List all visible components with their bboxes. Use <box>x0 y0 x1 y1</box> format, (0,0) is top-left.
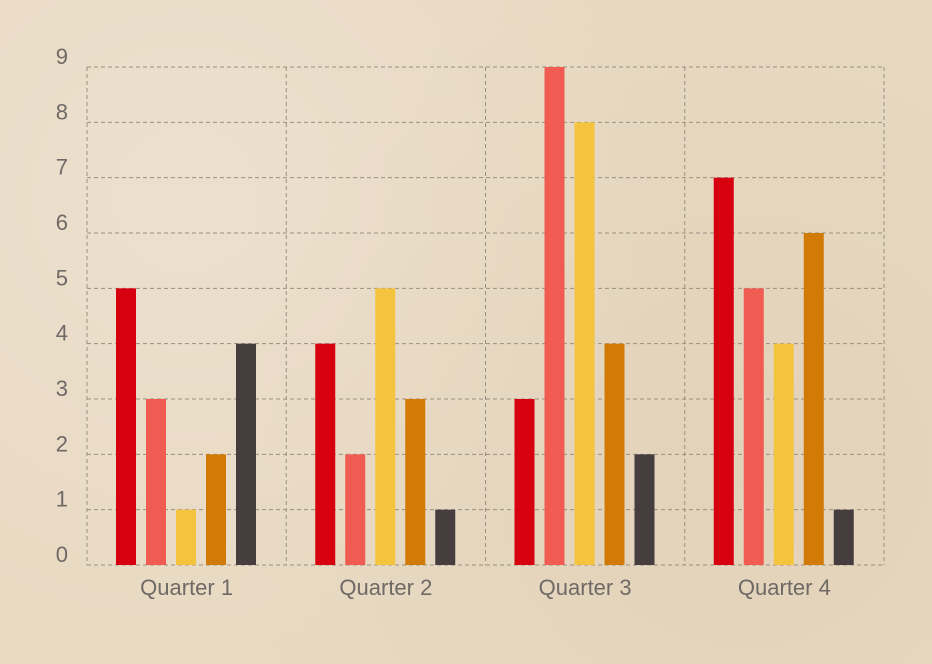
bar-quarter-1-series-2 <box>146 399 166 565</box>
bar-quarter-3-series-1 <box>514 399 535 565</box>
y-tick-label: 3 <box>56 376 68 401</box>
bar-quarter-4-series-1 <box>713 177 734 565</box>
bar-quarter-4-series-3 <box>773 343 794 565</box>
x-category-label: Quarter 4 <box>738 575 831 600</box>
labels-layer: 0 1 2 3 4 5 6 7 8 9 Quarter 1 Quarter 2 Quarter 3 Qua… <box>56 44 831 600</box>
y-tick-label: 4 <box>56 321 68 346</box>
x-category-label: Quarter 2 <box>339 575 432 600</box>
bar-quarter-2-series-3 <box>375 288 396 565</box>
y-tick-label: 8 <box>56 99 68 124</box>
bars-layer <box>116 67 854 565</box>
bar-quarter-2-series-4 <box>405 399 426 565</box>
bar-quarter-2-series-1 <box>315 343 336 565</box>
bar-quarter-3-series-3 <box>574 122 595 565</box>
x-category-label: Quarter 3 <box>539 575 632 600</box>
bar-quarter-3-series-4 <box>604 343 625 565</box>
bar-quarter-4-series-4 <box>803 233 824 565</box>
y-tick-label: 2 <box>56 431 68 456</box>
bar-quarter-2-series-5 <box>435 509 456 565</box>
y-tick-label: 5 <box>56 265 68 290</box>
bar-quarter-2-series-2 <box>345 454 366 565</box>
grid-layer <box>86 66 885 566</box>
y-tick-label: 9 <box>56 44 68 69</box>
bar-quarter-4-series-5 <box>833 509 854 565</box>
bar-quarter-3-series-5 <box>634 454 655 565</box>
y-tick-label: 1 <box>56 487 68 512</box>
bar-quarter-1-series-3 <box>176 509 196 565</box>
bar-quarter-1-series-4 <box>206 454 226 565</box>
x-category-label: Quarter 1 <box>140 575 233 600</box>
y-tick-label: 0 <box>56 542 68 567</box>
bar-quarter-4-series-2 <box>743 288 764 565</box>
bar-quarter-1-series-5 <box>236 343 256 565</box>
bar-quarter-1-series-1 <box>116 288 136 565</box>
y-tick-label: 7 <box>56 155 68 180</box>
bar-quarter-3-series-2 <box>544 67 565 565</box>
y-tick-label: 6 <box>56 210 68 235</box>
